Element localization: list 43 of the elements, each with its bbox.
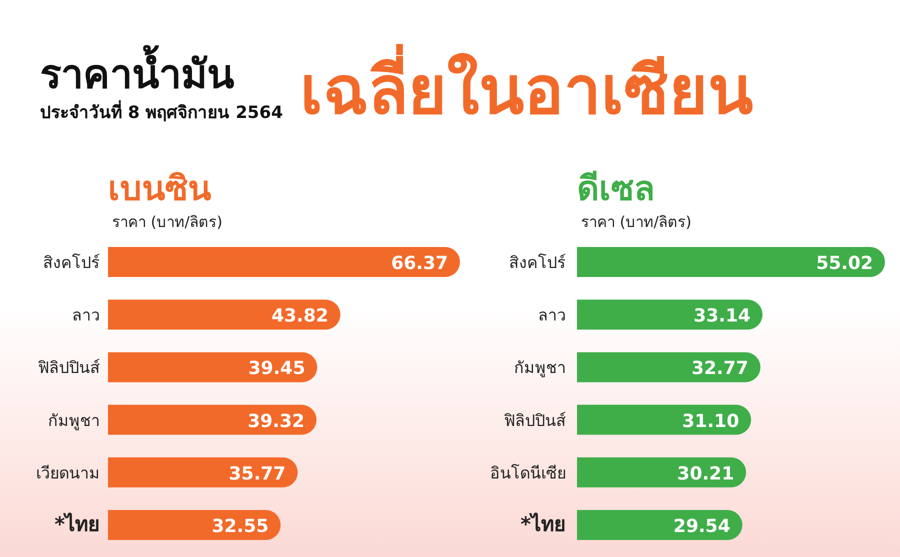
data-label: 32.55 (212, 516, 269, 537)
y-tick-label: ลาว (538, 306, 566, 325)
data-label: 29.54 (673, 516, 730, 537)
y-tick-label: *ไทย (520, 512, 566, 536)
bar (108, 247, 460, 277)
data-label: 55.02 (816, 253, 873, 274)
text: ประจำวันที่ 8 พฤศจิกายน 2564 (40, 100, 284, 123)
data-label: 35.77 (228, 463, 286, 484)
data-label: 66.37 (391, 253, 448, 274)
y-tick-label: สิงคโปร์ (509, 253, 566, 272)
bar (577, 404, 752, 435)
y-tick-label: อินโดนีเซีย (490, 463, 566, 482)
data-label: 39.45 (248, 358, 306, 380)
y-tick-label: กัมพูชา (514, 358, 566, 378)
bar (108, 510, 281, 540)
bar (577, 510, 742, 540)
bar (108, 352, 318, 382)
bar (577, 300, 762, 330)
data-label: 43.82 (271, 306, 328, 327)
y-tick-label: *ไทย (54, 512, 100, 536)
data-label: 39.32 (248, 410, 305, 432)
y-tick-label: เวียดนาม (36, 463, 100, 482)
data-label: 32.77 (692, 358, 748, 380)
y-tick-label: สิงคโปร์ (43, 253, 100, 272)
y-tick-label: ลาว (72, 306, 100, 325)
bar (577, 457, 746, 488)
bar (108, 300, 340, 330)
bar (108, 457, 298, 488)
chart-title: เบนซิน (108, 169, 211, 209)
text: เฉลี่ยในอาเซียน (300, 43, 753, 129)
bar (577, 247, 885, 277)
bar (577, 352, 760, 382)
data-label: 31.10 (682, 410, 740, 432)
text: ราคาน้ำมัน (40, 45, 234, 98)
bar (108, 404, 317, 435)
data-label: 33.14 (694, 306, 751, 327)
chart-title: ดีเซล (577, 169, 655, 209)
data-label: 30.21 (677, 463, 734, 484)
chart-subtitle: ราคา (บาท/ลิตร) (581, 213, 692, 231)
chart-subtitle: ราคา (บาท/ลิตร) (112, 213, 223, 231)
y-tick-label: ฟิลิปปินส์ (38, 358, 100, 378)
y-tick-label: ฟิลิปปินส์ (504, 410, 566, 430)
y-tick-label: กัมพูชา (48, 410, 100, 431)
